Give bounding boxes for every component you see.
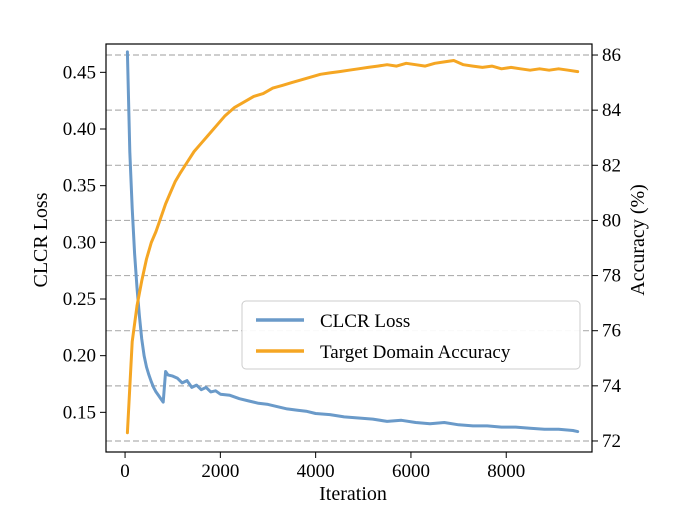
y-right-tick-label: 80	[602, 210, 621, 231]
x-tick-label: 8000	[487, 461, 525, 482]
y-right-tick-label: 86	[602, 45, 621, 66]
y-right-tick-label: 76	[602, 321, 621, 342]
y-left-tick-label: 0.30	[63, 232, 96, 253]
y-axis-title-left: CLCR Loss	[30, 192, 52, 287]
series-line-target-domain-accuracy	[125, 59, 580, 435]
y-left-tick-label: 0.35	[63, 176, 96, 197]
y-left-tick-label: 0.45	[63, 62, 96, 83]
x-tick-label: 2000	[201, 461, 239, 482]
legend-box	[241, 300, 581, 370]
x-tick-label: 0	[120, 461, 130, 482]
y-right-tick-label: 84	[602, 100, 622, 121]
y-left-tick-label: 0.40	[63, 119, 96, 140]
x-tick-label: 6000	[392, 461, 430, 482]
plot-frame	[105, 43, 593, 453]
y-left-tick-label: 0.25	[63, 289, 96, 310]
legend-label-loss: CLCR Loss	[320, 311, 410, 332]
y-right-tick-label: 72	[602, 431, 621, 452]
y-right-tick-label: 78	[602, 266, 621, 287]
y-axis-title-right: Accuracy (%)	[627, 184, 649, 296]
y-right-tick-label: 74	[602, 376, 622, 397]
grid-layer	[106, 54, 592, 442]
legend: CLCR Loss Target Domain Accuracy	[241, 300, 581, 370]
series-layer	[125, 50, 580, 435]
y-right-tick-label: 82	[602, 155, 621, 176]
y-left-tick-label: 0.15	[63, 402, 96, 423]
y-left-tick-label: 0.20	[63, 346, 96, 367]
axis-layer: 0 2000 4000 6000 8000 0.15 0.20 0.25 0.30 0.35 0.4…	[63, 45, 622, 482]
x-axis-title: Iteration	[319, 483, 387, 505]
legend-label-accuracy: Target Domain Accuracy	[320, 342, 511, 363]
x-tick-label: 4000	[297, 461, 335, 482]
series-line-clcr-loss	[125, 50, 580, 434]
